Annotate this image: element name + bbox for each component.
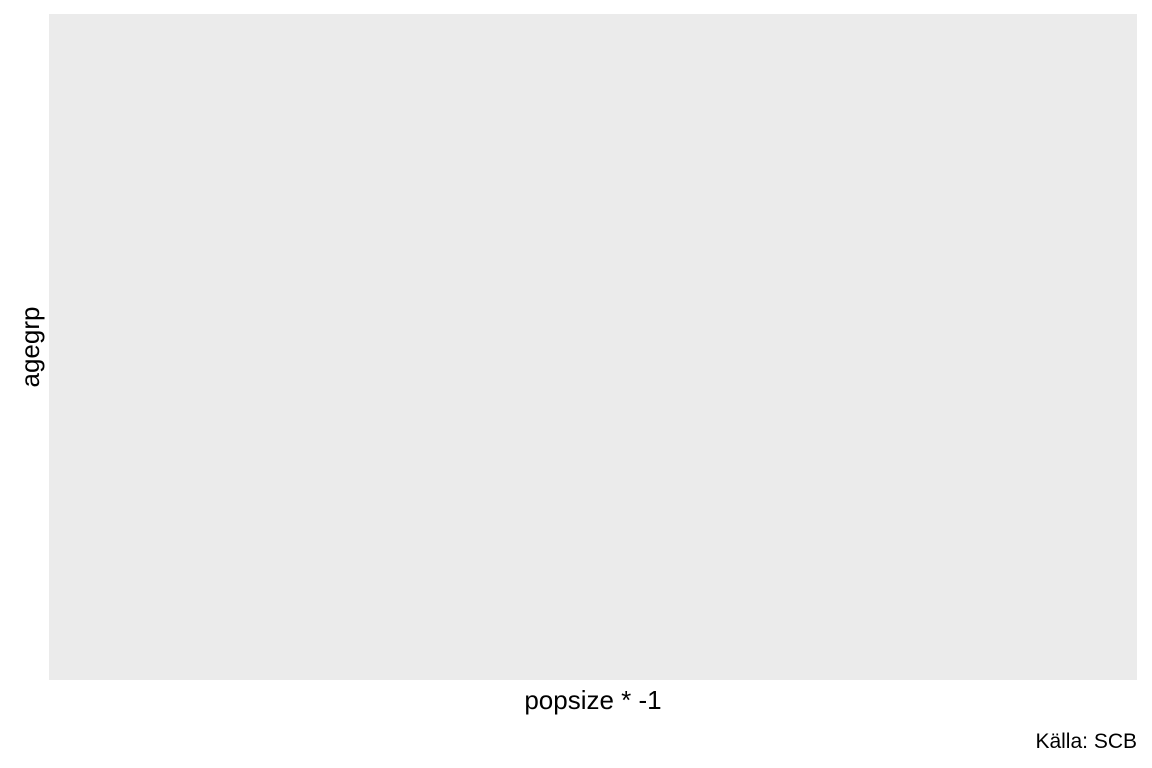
y-axis-title: agegrp <box>15 306 45 388</box>
plot-panel <box>49 14 1137 680</box>
x-axis-title: popsize * -1 <box>524 685 662 715</box>
chart-caption: Källa: SCB <box>1035 730 1137 753</box>
